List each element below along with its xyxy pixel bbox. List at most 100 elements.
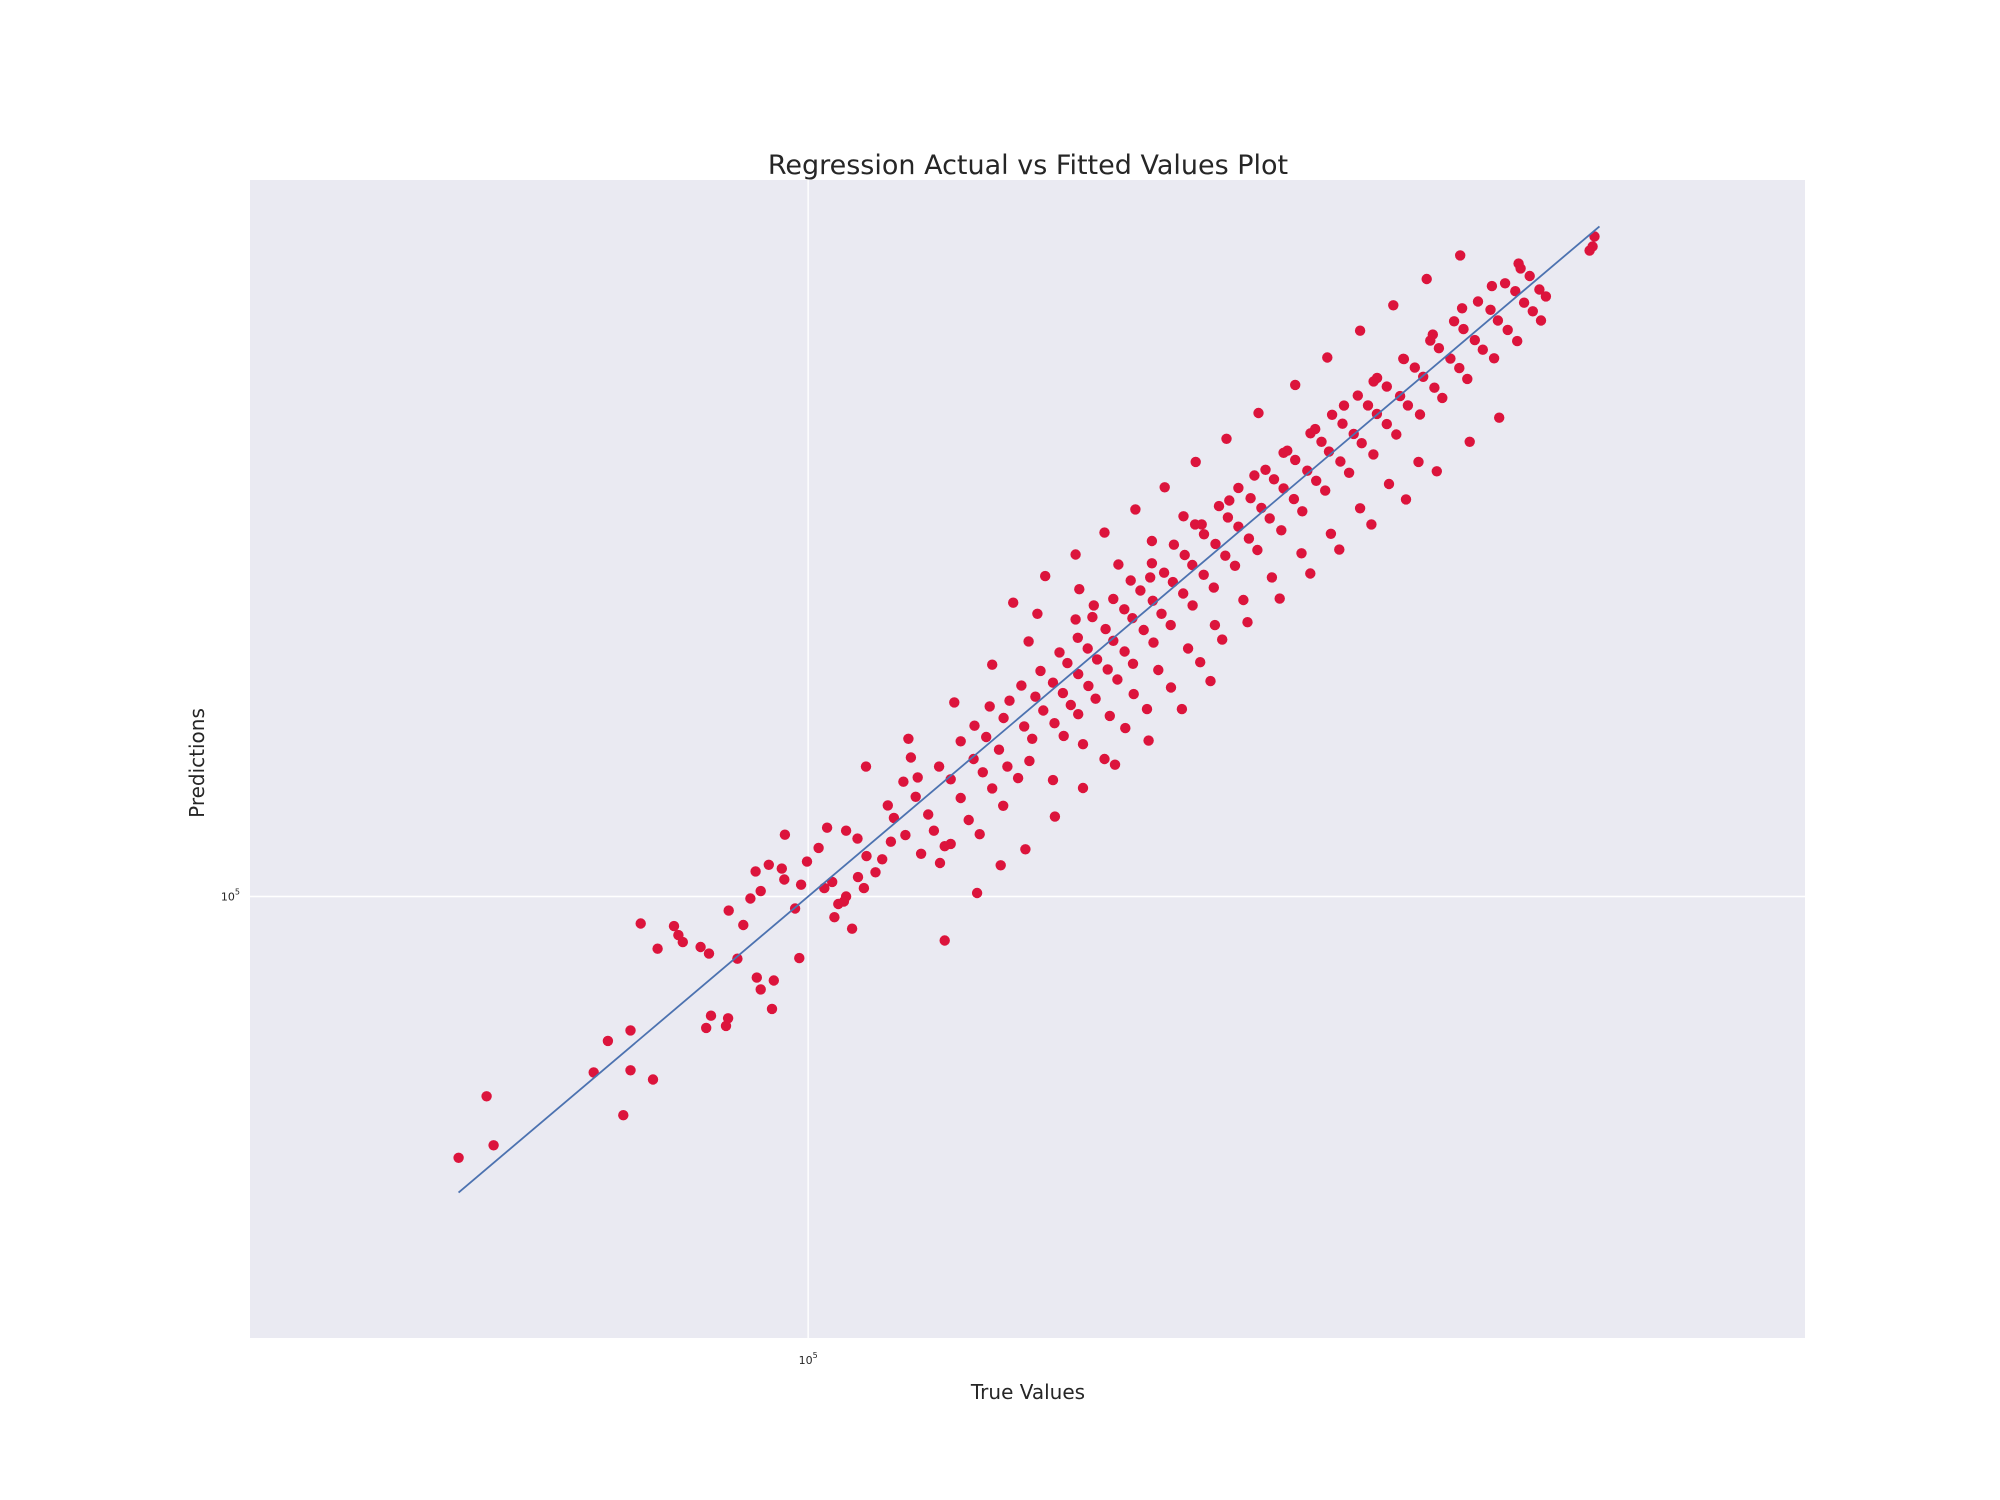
data-point (1222, 512, 1234, 523)
data-point (1527, 306, 1539, 317)
data-point (1030, 691, 1041, 702)
data-point (1135, 585, 1146, 596)
data-point (1448, 316, 1460, 327)
data-point (945, 838, 956, 850)
data-point (1413, 456, 1424, 468)
data-point (723, 905, 734, 916)
data-point (1120, 722, 1131, 734)
data-point (1492, 315, 1504, 326)
data-point (1469, 334, 1481, 346)
y-axis-label: Predictions (185, 708, 209, 818)
data-point (1510, 286, 1521, 297)
data-point (1296, 548, 1307, 559)
data-point (1088, 600, 1100, 611)
data-point (1196, 519, 1207, 530)
data-point (1138, 624, 1149, 636)
data-point (1108, 635, 1119, 646)
data-point (602, 1035, 614, 1047)
data-point (1477, 344, 1489, 355)
data-point (1433, 343, 1445, 354)
data-point (1229, 560, 1241, 571)
data-point (1035, 665, 1046, 677)
data-point (1208, 582, 1220, 593)
data-point (995, 860, 1006, 871)
data-point (882, 800, 893, 811)
data-point (1388, 300, 1399, 311)
data-point (1402, 400, 1414, 411)
data-point (1297, 506, 1308, 517)
data-point (1253, 407, 1264, 419)
data-point (1153, 664, 1164, 676)
fit-line (457, 225, 1601, 1194)
data-point (1486, 280, 1498, 292)
data-point (1337, 418, 1348, 429)
data-point (1178, 511, 1189, 522)
y-axis-ticks: 105 (221, 887, 240, 903)
data-point (652, 943, 663, 954)
data-point (1368, 449, 1379, 460)
data-point (1209, 619, 1221, 631)
data-point (971, 887, 983, 899)
data-point (1305, 568, 1316, 579)
data-point (813, 842, 824, 854)
data-point (905, 752, 917, 763)
data-point (870, 867, 881, 878)
data-point (993, 744, 1005, 755)
data-point (779, 829, 791, 840)
data-point (1252, 544, 1263, 556)
data-point (934, 857, 946, 869)
data-point (1128, 688, 1139, 700)
data-point (1499, 278, 1511, 289)
data-point (1047, 677, 1059, 688)
data-point (1125, 575, 1136, 586)
data-point (1062, 657, 1073, 669)
data-point (625, 1065, 636, 1076)
data-point (779, 874, 790, 885)
data-point (846, 923, 858, 934)
data-point (635, 918, 646, 929)
data-point (861, 850, 872, 862)
data-point (1320, 485, 1331, 496)
data-point (1437, 392, 1448, 404)
data-point (1099, 753, 1110, 765)
data-point (981, 731, 992, 743)
x-tick-label: 105 (799, 1351, 818, 1367)
data-point (1278, 447, 1289, 458)
data-point (984, 701, 995, 712)
data-point (1414, 409, 1426, 420)
data-point (1534, 284, 1545, 295)
data-point (1274, 593, 1285, 604)
data-point (703, 948, 715, 959)
data-point (1108, 593, 1119, 605)
data-point (1335, 456, 1346, 467)
data-point (974, 829, 985, 840)
data-point (751, 972, 762, 983)
data-point (821, 822, 833, 833)
data-point (1082, 643, 1093, 654)
data-point (1260, 464, 1271, 475)
data-point (1143, 735, 1154, 746)
data-point (923, 809, 934, 820)
data-point (1156, 608, 1167, 619)
data-point (1464, 436, 1475, 447)
data-point (1238, 594, 1249, 606)
data-point (1366, 519, 1377, 530)
data-point (877, 854, 888, 865)
data-point (1368, 376, 1379, 387)
chart-title: Regression Actual vs Fitted Values Plot (768, 150, 1288, 181)
data-point (1148, 637, 1159, 648)
data-point (1040, 570, 1051, 582)
data-point (763, 859, 774, 870)
data-point (1167, 576, 1179, 588)
data-point (1325, 528, 1337, 539)
data-point (794, 952, 805, 964)
data-point (1178, 588, 1189, 599)
data-point (755, 885, 766, 897)
data-point (829, 912, 840, 923)
data-point (1454, 362, 1465, 374)
data-point (1073, 668, 1084, 680)
data-point (1179, 549, 1190, 561)
data-point (900, 829, 911, 841)
data-point (1146, 535, 1158, 547)
data-point (1070, 549, 1081, 560)
